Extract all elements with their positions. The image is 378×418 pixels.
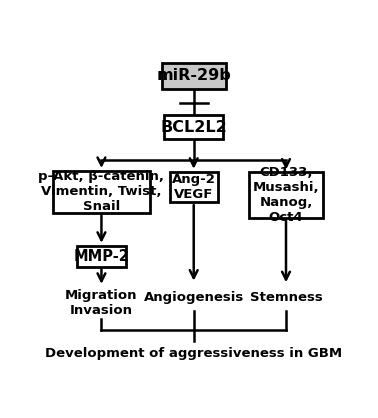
Text: BCL2L2: BCL2L2: [160, 120, 227, 135]
Text: CD133,
Musashi,
Nanog,
Oct4: CD133, Musashi, Nanog, Oct4: [253, 166, 319, 224]
FancyBboxPatch shape: [170, 172, 218, 202]
Text: Ang-2
VEGF: Ang-2 VEGF: [172, 173, 216, 201]
Text: MMP-2: MMP-2: [73, 249, 129, 264]
Text: Stemness: Stemness: [249, 291, 322, 304]
FancyBboxPatch shape: [249, 173, 322, 217]
FancyBboxPatch shape: [53, 171, 150, 213]
Text: Angiogenesis: Angiogenesis: [144, 291, 244, 304]
Text: Development of aggressiveness in GBM: Development of aggressiveness in GBM: [45, 347, 342, 360]
Text: Migration
Invasion: Migration Invasion: [65, 289, 138, 317]
Text: p-Akt, β-catenin,
Vimentin, Twist,
Snail: p-Akt, β-catenin, Vimentin, Twist, Snail: [39, 170, 164, 213]
Text: miR-29b: miR-29b: [156, 69, 231, 84]
FancyBboxPatch shape: [77, 246, 125, 267]
FancyBboxPatch shape: [161, 63, 226, 89]
FancyBboxPatch shape: [164, 115, 223, 140]
